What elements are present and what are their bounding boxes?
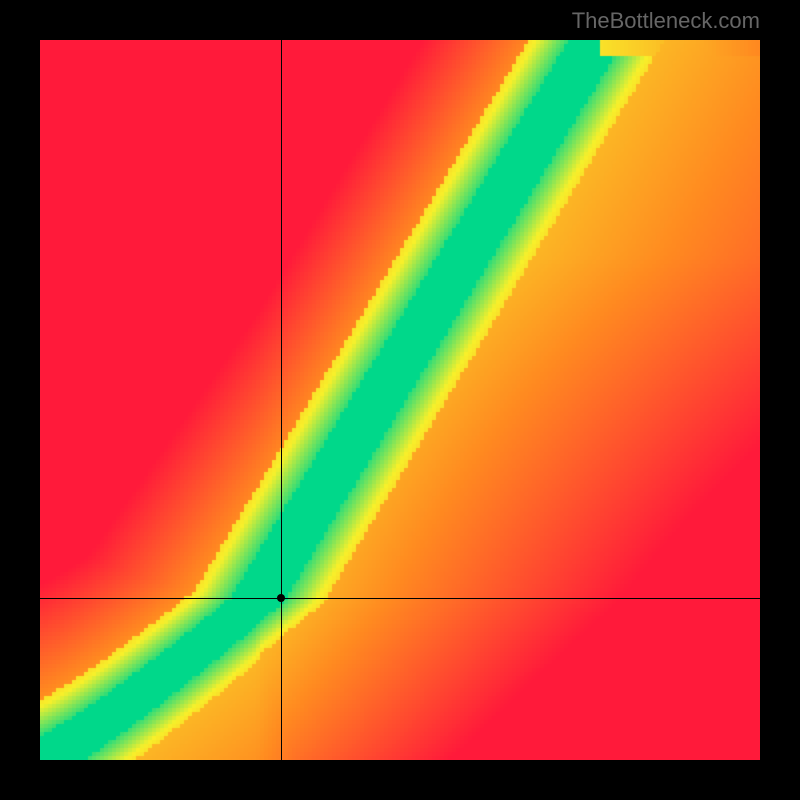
watermark-text: TheBottleneck.com [572,8,760,34]
crosshair-vertical [281,40,282,760]
plot-area [40,40,760,760]
crosshair-marker [277,594,285,602]
crosshair-horizontal [40,598,760,599]
heatmap-canvas [40,40,760,760]
